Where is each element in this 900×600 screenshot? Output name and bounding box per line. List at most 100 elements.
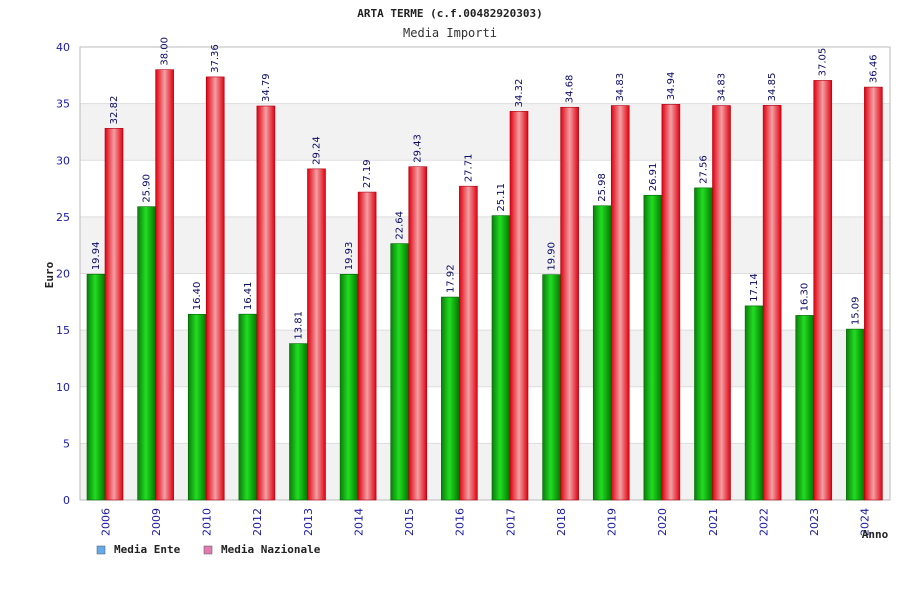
- data-label: 13.81: [294, 311, 305, 340]
- bar-media-nazionale-2006: [104, 128, 124, 501]
- data-label: 27.56: [699, 155, 710, 184]
- data-label: 16.30: [800, 283, 811, 312]
- y-tick-label: 20: [56, 268, 70, 281]
- data-label: 34.94: [666, 72, 677, 101]
- data-label: 37.36: [210, 44, 221, 73]
- bar-media-nazionale-2016: [459, 185, 478, 501]
- y-tick-label: 15: [56, 324, 70, 337]
- data-labels: 19.94 32.82 25.90 38.00 16.40 37.36 16.41 34.79…: [91, 37, 879, 340]
- y-tick-label: 10: [56, 381, 70, 394]
- data-label: 29.43: [413, 134, 424, 163]
- data-label: 27.19: [362, 159, 373, 188]
- data-label: 32.82: [109, 96, 120, 125]
- bar-media-nazionale-2012: [256, 105, 276, 501]
- x-tick-label: 2010: [201, 508, 214, 536]
- bar-media-ente-2006: [86, 273, 106, 501]
- bar-media-ente-2023: [795, 315, 815, 501]
- bar-media-ente-2019: [592, 205, 612, 501]
- data-label: 34.68: [565, 75, 576, 104]
- bar-media-nazionale-2018: [560, 106, 579, 501]
- bar-media-nazionale-2024: [864, 86, 883, 501]
- x-tick-label: 2020: [656, 508, 669, 536]
- data-label: 34.83: [615, 73, 626, 102]
- x-tick-label: 2019: [606, 508, 619, 536]
- bar-media-nazionale-2009: [155, 69, 174, 501]
- chart-title: ARTA TERME (c.f.00482920303): [357, 7, 542, 20]
- data-label: 34.83: [717, 73, 728, 102]
- bar-media-ente-2021: [694, 187, 713, 501]
- x-axis-label: Anno: [862, 528, 889, 541]
- x-axis: 2006 2009 2010 2012 2013 2014 2015 2016 2017 2018…: [99, 508, 871, 536]
- data-label: 26.91: [648, 163, 659, 192]
- bar-media-ente-2012: [238, 313, 258, 501]
- x-tick-label: 2009: [150, 508, 163, 536]
- data-label: 19.94: [91, 242, 102, 271]
- data-label: 34.85: [767, 73, 778, 102]
- bar-media-nazionale-2010: [205, 76, 225, 501]
- bar-media-nazionale-2023: [813, 80, 833, 501]
- data-label: 36.46: [868, 54, 879, 83]
- data-label: 15.09: [850, 296, 861, 325]
- bar-media-ente-2015: [390, 243, 410, 501]
- data-label: 27.71: [463, 154, 474, 183]
- x-tick-label: 2022: [757, 508, 770, 536]
- bar-media-ente-2018: [542, 274, 561, 501]
- plot-frame: [79, 46, 891, 501]
- legend-swatch-media-ente: [96, 545, 106, 555]
- x-tick-label: 2024: [859, 508, 872, 536]
- legend-label-media-ente: Media Ente: [114, 543, 181, 556]
- y-tick-label: 40: [56, 41, 70, 54]
- x-tick-label: 2021: [707, 508, 720, 536]
- x-tick-label: 2015: [403, 508, 416, 536]
- x-tick-label: 2013: [302, 508, 315, 536]
- y-tick-label: 0: [63, 494, 70, 507]
- data-label: 17.92: [445, 264, 456, 293]
- bar-media-ente-2009: [137, 206, 156, 501]
- data-label: 25.98: [597, 173, 608, 202]
- bar-media-ente-2010: [187, 313, 207, 501]
- data-label: 17.14: [749, 273, 760, 302]
- bar-media-nazionale-2014: [357, 191, 377, 501]
- legend-swatch-media-nazionale: [203, 545, 213, 555]
- bar-media-nazionale-2020: [661, 104, 681, 501]
- y-axis: 0 5 10 15 20 25 30 35 40: [56, 41, 70, 507]
- bar-media-nazionale-2022: [762, 105, 782, 501]
- bar-media-ente-2024: [846, 328, 865, 501]
- bar-media-nazionale-2015: [408, 166, 428, 501]
- y-tick-label: 25: [56, 211, 70, 224]
- data-label: 25.11: [496, 183, 507, 212]
- x-tick-label: 2012: [251, 508, 264, 536]
- bar-media-ente-2013: [289, 343, 308, 501]
- data-label: 34.32: [514, 79, 525, 108]
- bar-media-ente-2020: [643, 194, 663, 501]
- legend-label-media-nazionale: Media Nazionale: [221, 543, 321, 556]
- bar-media-ente-2022: [744, 305, 764, 501]
- data-label: 19.90: [547, 242, 558, 271]
- bar-media-nazionale-2017: [509, 111, 529, 501]
- data-label: 22.64: [395, 211, 406, 240]
- bar-media-ente-2014: [339, 273, 359, 501]
- x-tick-label: 2018: [555, 508, 568, 536]
- y-tick-label: 5: [63, 437, 70, 450]
- bar-media-nazionale-2013: [307, 168, 326, 501]
- data-label: 16.40: [192, 282, 203, 311]
- y-axis-label: Euro: [43, 261, 56, 288]
- legend: Media Ente Media Nazionale: [96, 543, 321, 556]
- bar-media-nazionale-2021: [712, 105, 731, 501]
- data-label: 34.79: [261, 73, 272, 102]
- chart-subtitle: Media Importi: [403, 26, 497, 40]
- data-label: 29.24: [312, 136, 323, 165]
- data-label: 38.00: [160, 37, 171, 66]
- y-tick-label: 30: [56, 154, 70, 167]
- x-tick-label: 2006: [99, 508, 112, 536]
- bar-media-nazionale-2019: [610, 105, 630, 501]
- data-label: 25.90: [142, 174, 153, 203]
- bars: [86, 69, 883, 501]
- data-label: 37.05: [818, 48, 829, 77]
- data-label: 19.93: [344, 242, 355, 271]
- y-tick-label: 35: [56, 98, 70, 111]
- bar-media-ente-2016: [441, 296, 460, 501]
- x-tick-label: 2023: [808, 508, 821, 536]
- x-tick-label: 2017: [504, 508, 517, 536]
